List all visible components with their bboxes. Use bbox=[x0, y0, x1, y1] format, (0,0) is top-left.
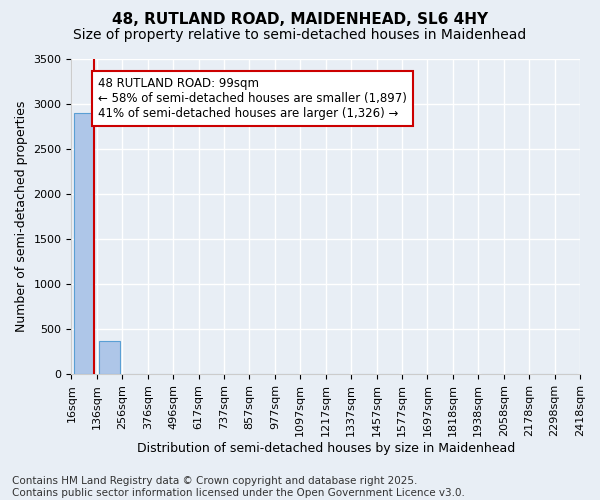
Bar bbox=[100, 341, 120, 374]
Text: Size of property relative to semi-detached houses in Maidenhead: Size of property relative to semi-detach… bbox=[73, 28, 527, 42]
X-axis label: Distribution of semi-detached houses by size in Maidenhead: Distribution of semi-detached houses by … bbox=[137, 442, 515, 455]
Text: 48 RUTLAND ROAD: 99sqm
← 58% of semi-detached houses are smaller (1,897)
41% of : 48 RUTLAND ROAD: 99sqm ← 58% of semi-det… bbox=[98, 77, 407, 120]
Text: Contains HM Land Registry data © Crown copyright and database right 2025.
Contai: Contains HM Land Registry data © Crown c… bbox=[12, 476, 465, 498]
Text: 48, RUTLAND ROAD, MAIDENHEAD, SL6 4HY: 48, RUTLAND ROAD, MAIDENHEAD, SL6 4HY bbox=[112, 12, 488, 28]
Y-axis label: Number of semi-detached properties: Number of semi-detached properties bbox=[15, 101, 28, 332]
Bar bbox=[74, 113, 94, 374]
